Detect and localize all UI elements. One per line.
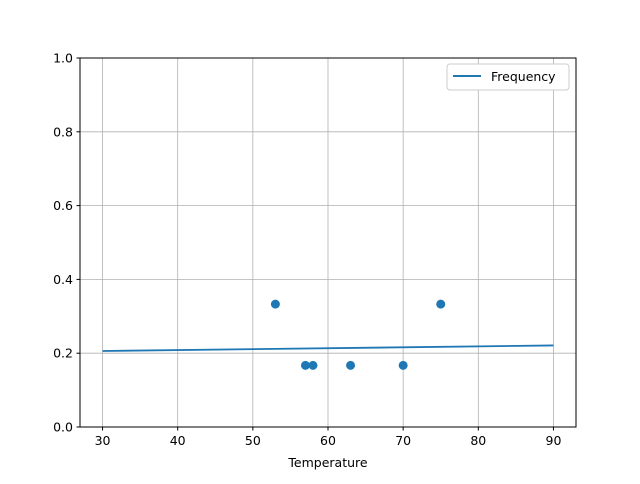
scatter-point — [270, 299, 280, 309]
x-axis-ticks: 30 40 50 60 70 80 90 — [95, 427, 562, 448]
y-tick-label: 0.8 — [53, 124, 73, 139]
y-axis-ticks: 0.0 0.2 0.4 0.6 0.8 1.0 — [53, 51, 80, 435]
y-tick-label: 0.2 — [53, 346, 73, 361]
scatter-point — [308, 360, 318, 370]
y-tick-label: 1.0 — [53, 51, 73, 66]
scatter-point — [436, 299, 446, 309]
y-tick-label: 0.0 — [53, 420, 73, 435]
x-tick-label: 30 — [95, 433, 111, 448]
x-tick-label: 70 — [395, 433, 411, 448]
data-marks — [102, 299, 554, 370]
scatter-point — [346, 360, 356, 370]
y-tick-label: 0.4 — [53, 272, 73, 287]
x-tick-label: 50 — [245, 433, 261, 448]
x-axis-label: Temperature — [287, 455, 367, 470]
y-tick-label: 0.6 — [53, 198, 73, 213]
scatter-point — [398, 360, 408, 370]
legend-label: Frequency — [491, 69, 556, 84]
frequency-line — [102, 344, 554, 352]
legend: Frequency — [446, 63, 570, 91]
legend-box — [446, 63, 570, 91]
scatter-point — [300, 360, 310, 370]
x-tick-label: 80 — [470, 433, 486, 448]
axes-frame — [79, 57, 577, 428]
x-tick-label: 90 — [546, 433, 562, 448]
x-tick-label: 60 — [320, 433, 336, 448]
x-tick-label: 40 — [170, 433, 186, 448]
